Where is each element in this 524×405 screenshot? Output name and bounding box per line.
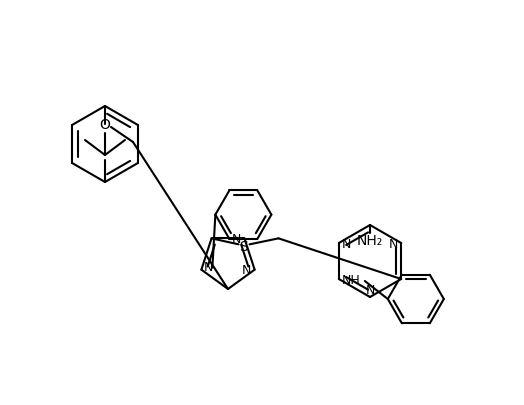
Text: N: N: [204, 260, 213, 273]
Text: N: N: [232, 232, 241, 245]
Text: O: O: [100, 118, 111, 132]
Text: NH₂: NH₂: [357, 233, 383, 247]
Text: S: S: [239, 240, 248, 254]
Text: NH: NH: [342, 273, 360, 286]
Text: N: N: [388, 237, 398, 250]
Text: N: N: [365, 283, 375, 296]
Text: N: N: [342, 237, 352, 250]
Text: N: N: [242, 264, 252, 277]
